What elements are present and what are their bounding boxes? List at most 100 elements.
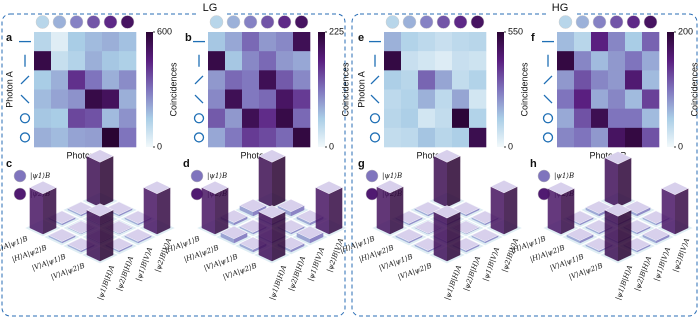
heatmap-cell xyxy=(418,32,436,52)
heatmap-cell xyxy=(591,51,609,71)
bar-face-left xyxy=(471,235,485,244)
bar-face-top xyxy=(315,180,343,195)
bar-face-left xyxy=(296,216,310,226)
panel-letter: h xyxy=(530,158,537,170)
polarization-icon xyxy=(193,132,205,143)
heatmap-cell xyxy=(557,32,575,52)
polarization-icon xyxy=(543,94,553,104)
bar-face-right xyxy=(234,216,248,226)
heatmap-cell xyxy=(225,127,243,148)
mode-icon xyxy=(277,15,292,29)
bar-face-left xyxy=(414,227,428,235)
bar-face-left xyxy=(67,227,81,235)
axis-label-right: |ψ1⟩B|V⟩A xyxy=(135,246,155,282)
heatmap-cell xyxy=(418,127,436,148)
axis-label-left: |V⟩A|ψ2⟩B xyxy=(568,262,604,282)
heatmap-cell xyxy=(384,70,402,90)
heatmap-cell xyxy=(452,32,470,52)
bar-face-left xyxy=(585,207,599,217)
bar-face-left xyxy=(67,208,81,217)
heatmap-cell xyxy=(642,108,660,129)
bar-face-left xyxy=(201,187,215,235)
colorbar-tick-label: 0 xyxy=(157,141,162,151)
bar-3d xyxy=(547,181,575,235)
panel-letter: d xyxy=(183,158,190,170)
bar-3d xyxy=(433,205,461,262)
panel-letter: g xyxy=(358,158,365,170)
colorbar xyxy=(318,32,325,147)
heatmap-cell xyxy=(384,108,402,129)
bar-face-top xyxy=(48,228,76,242)
mode-icon xyxy=(592,15,607,29)
colorbar-tick-label: 225 xyxy=(329,26,344,36)
state-icon xyxy=(13,187,27,201)
heatmap-cell xyxy=(259,32,277,52)
bar-3d xyxy=(315,180,343,235)
heatmap-cell xyxy=(608,108,626,129)
bar-face-top xyxy=(258,205,286,219)
heatmap-cell xyxy=(34,32,52,52)
heatmap-cell xyxy=(68,127,86,148)
colorbar-tick-label: 200 xyxy=(678,26,693,36)
heatmap-cell xyxy=(293,70,311,90)
bar-3d xyxy=(29,180,57,235)
state-icon xyxy=(365,169,379,183)
heatmap-cell xyxy=(276,70,294,90)
heatmap-cell xyxy=(51,51,69,71)
bar-face-right xyxy=(119,208,133,217)
heatmap-cell xyxy=(642,51,660,71)
axis-label-right: |ψ1⟩B|V⟩A xyxy=(482,246,502,282)
heatmap-cell xyxy=(34,108,52,129)
bar-face-top xyxy=(661,181,689,195)
heatmap-cell xyxy=(119,51,137,71)
bar-face-right xyxy=(272,156,286,208)
heatmap-cell xyxy=(608,51,626,71)
heatmap-cell xyxy=(384,89,402,109)
axis-label-right: |ψ1⟩B|H⟩A xyxy=(268,264,288,301)
polarization-icon xyxy=(370,94,380,104)
bar-face-top xyxy=(623,200,651,214)
heatmap-cell xyxy=(591,89,609,109)
bar-face-right xyxy=(329,187,343,235)
heatmap-cell xyxy=(102,89,120,109)
group-title: LG xyxy=(203,2,218,14)
bar-face-left xyxy=(433,211,447,262)
bar-face-right xyxy=(234,232,248,244)
heatmap-cell xyxy=(51,70,69,90)
lg-title-bg xyxy=(196,2,224,16)
heatmap-cell xyxy=(642,89,660,109)
heatmap-cell xyxy=(85,32,103,52)
bar-face-right xyxy=(561,188,575,235)
bar-face-right xyxy=(119,227,133,235)
state-label: |ψ1⟩B xyxy=(30,172,50,180)
panel-letter: a xyxy=(6,32,13,44)
heatmap-cell xyxy=(293,32,311,52)
bar-face-right xyxy=(119,244,133,253)
heatmap-cell xyxy=(293,108,311,129)
colorbar-label: Coincidences xyxy=(689,62,699,117)
bar-face-left xyxy=(414,208,428,217)
bar-face-top xyxy=(220,225,248,240)
bar-face-top xyxy=(452,201,480,215)
bar-3d xyxy=(376,180,404,235)
heatmap-cell xyxy=(259,89,277,109)
polarization-icon xyxy=(369,113,381,124)
heatmap-cell xyxy=(625,32,643,52)
mode-icon xyxy=(609,15,624,29)
bar-face-left xyxy=(604,210,618,262)
bar-face-top xyxy=(201,180,229,195)
bar-3d xyxy=(604,203,632,262)
bar-face-right xyxy=(637,207,651,217)
heatmap-cell xyxy=(469,51,487,71)
bar-face-top xyxy=(143,180,171,195)
bar-3d xyxy=(490,180,518,235)
polarization-icon xyxy=(370,75,380,85)
bar-3d xyxy=(296,225,324,244)
heatmap-cell xyxy=(242,32,260,52)
bar-face-left xyxy=(661,188,675,235)
bar-face-top xyxy=(547,181,575,195)
bar-face-left xyxy=(585,226,599,235)
bar-3d xyxy=(604,151,632,208)
heatmap-cell xyxy=(435,51,453,71)
